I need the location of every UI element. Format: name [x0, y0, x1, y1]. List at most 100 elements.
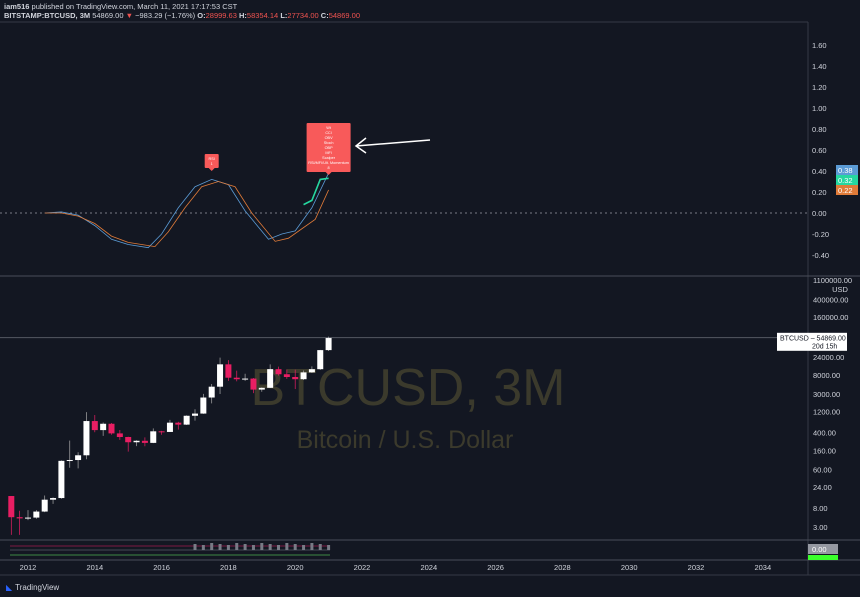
signal-label-text: Wt: [326, 126, 332, 130]
arrow-head-icon: [354, 137, 367, 154]
signal-label-text: RSI/MFI/Ult. Momentum: [308, 161, 349, 165]
candle-body: [242, 378, 249, 380]
candle-body: [141, 440, 148, 443]
price-unit: USD: [832, 285, 848, 294]
volume-bar: [218, 544, 222, 550]
osc-value-label: 0.38: [838, 166, 853, 175]
volume-bar: [285, 543, 289, 550]
price-tick-label: 160.00: [813, 446, 836, 455]
watermark-title: BTCUSD, 3M: [251, 359, 566, 417]
osc-value-label: 0.22: [838, 186, 853, 195]
time-tick-label: 2028: [554, 563, 571, 572]
signal-label-pointer: [325, 172, 332, 175]
signal-label-text: MFI: [325, 151, 332, 155]
candle-body: [166, 422, 173, 432]
candle-body: [258, 387, 265, 390]
time-tick-label: 2026: [487, 563, 504, 572]
volume-badge-green: [808, 555, 838, 560]
candle-body: [275, 369, 282, 375]
candle-body: [300, 372, 307, 380]
osc-series-line: [44, 181, 329, 248]
volume-bar: [226, 545, 230, 550]
price-tick-label: 400.00: [813, 429, 836, 438]
price-tick-label: 60.00: [813, 465, 832, 474]
price-tick-label: 3.00: [813, 523, 828, 532]
volume-bar: [293, 544, 297, 550]
candle-body: [225, 364, 232, 378]
price-tick-label: 8000.00: [813, 371, 840, 380]
candle-body: [125, 437, 132, 443]
signal-label-text: Stoch: [324, 141, 334, 145]
time-tick-label: 2032: [688, 563, 705, 572]
author[interactable]: iam516: [4, 2, 30, 11]
volume-bar: [243, 544, 247, 550]
time-tick-label: 2016: [153, 563, 170, 572]
down-arrow-icon: ▼: [125, 11, 134, 20]
time-tick-label: 2024: [420, 563, 437, 572]
candle-body: [217, 364, 224, 387]
osc-tick-label: 0.00: [812, 209, 827, 218]
candle-body: [267, 369, 274, 388]
watermark-subtitle: Bitcoin / U.S. Dollar: [297, 426, 514, 454]
signal-label-pointer: [208, 168, 215, 171]
candle-body: [108, 423, 115, 434]
price-tick-label: 1100000.00: [813, 276, 852, 285]
signal-label-text: 1: [211, 162, 213, 166]
candle-body: [233, 377, 240, 380]
osc-value-label: 0.32: [838, 176, 853, 185]
candle-body: [317, 350, 324, 370]
volume-value-label: 0.00: [812, 545, 827, 554]
signal-label-text: Scalper: [322, 156, 336, 160]
osc-series-line: [44, 172, 329, 249]
price-tick-label: 3000.00: [813, 390, 840, 399]
price-tick-label: 160000.00: [813, 313, 848, 322]
candle-body: [8, 496, 15, 518]
candle-body: [58, 460, 65, 499]
price-tick-label: 24.00: [813, 483, 832, 492]
high-value: 58354.14: [246, 11, 279, 20]
close-value: 54869.00: [328, 11, 361, 20]
time-tick-label: 2034: [754, 563, 771, 572]
price-tick-label: 8.00: [813, 504, 828, 513]
signal-label-text: OBV: [325, 136, 333, 140]
candle-body: [25, 517, 31, 519]
countdown-label: 20d 15h: [812, 343, 837, 350]
symbol[interactable]: BITSTAMP:BTCUSD, 3M: [4, 11, 91, 20]
price-tick-label: 24000.00: [813, 353, 844, 362]
candle-body: [100, 423, 107, 431]
candle-body: [325, 337, 332, 351]
osc-tick-label: 0.80: [812, 125, 827, 134]
volume-bar: [210, 543, 214, 550]
last-price-badge: [777, 332, 847, 351]
volume-bar: [302, 545, 306, 550]
last-price: 54869.00: [92, 11, 124, 20]
volume-bar: [193, 544, 197, 550]
osc-tick-label: -0.40: [812, 251, 829, 260]
candle-body: [16, 517, 23, 519]
volume-bar: [277, 545, 280, 550]
high-label: H:: [239, 11, 247, 20]
candle-body: [150, 431, 157, 443]
time-tick-label: 2022: [354, 563, 371, 572]
candle-body: [91, 421, 98, 431]
candle-body: [283, 374, 290, 377]
publish-info: iam516 published on TradingView.com, Mar…: [4, 2, 237, 11]
osc-value-badge: [836, 165, 858, 175]
candle-body: [83, 421, 90, 456]
tradingview-logo[interactable]: ◣ TradingView: [6, 583, 59, 592]
low-value: 27734.00: [287, 11, 319, 20]
candle-body: [308, 369, 315, 373]
symbol-legend: BITSTAMP:BTCUSD, 3M 54869.00 ▼ −983.29 (…: [4, 11, 360, 20]
volume-bar: [251, 545, 255, 550]
publish-date: published on TradingView.com, March 11, …: [31, 2, 238, 11]
candle-body: [175, 422, 182, 425]
time-tick-label: 2012: [20, 563, 37, 572]
osc-tick-label: 0.60: [812, 146, 827, 155]
last-price-label: BTCUSD – 54869.00: [780, 335, 846, 342]
osc-tick-label: 0.40: [812, 167, 827, 176]
candle-body: [158, 431, 165, 433]
candle-body: [66, 460, 73, 462]
osc-value-badge: [836, 185, 858, 195]
